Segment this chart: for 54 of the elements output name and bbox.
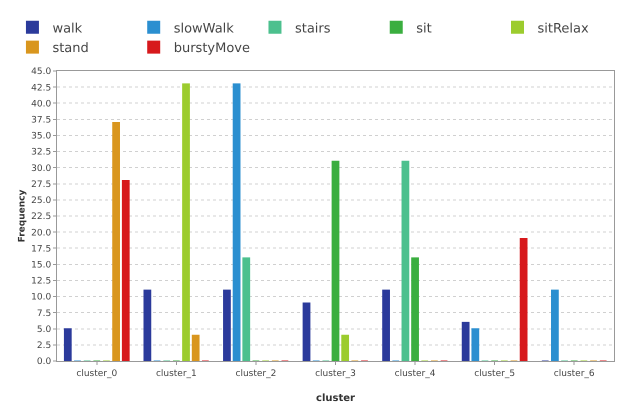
y-tick-label: 27.5 (31, 180, 52, 190)
y-tick-label: 7.5 (36, 308, 52, 319)
y-tick-label: 12.5 (31, 276, 52, 287)
bar (332, 160, 340, 361)
bar (341, 334, 350, 361)
y-tick-label: 25.0 (31, 196, 52, 206)
bar (232, 83, 240, 361)
y-tick-label: 10.0 (31, 292, 52, 303)
x-axis-title: cluster (316, 393, 356, 404)
legend-label: slowWalk (174, 21, 234, 36)
bar (242, 257, 250, 361)
bar (223, 290, 231, 361)
y-tick-label: 15.0 (31, 260, 52, 270)
y-tick-label: 30.0 (31, 164, 52, 174)
x-tick-label: cluster_4 (394, 368, 436, 379)
legend-label: walk (52, 21, 83, 36)
x-tick-label: cluster_3 (315, 368, 356, 379)
x-tick-label: cluster_6 (554, 368, 595, 379)
bar (382, 290, 390, 361)
legend-label: burstyMove (174, 41, 250, 56)
y-tick-label: 17.5 (31, 244, 52, 254)
x-tick-label: cluster_5 (474, 368, 516, 379)
y-tick-label: 40.0 (31, 99, 52, 110)
bar (122, 180, 130, 361)
x-tick-label: cluster_1 (156, 368, 197, 379)
bar (192, 334, 200, 361)
bar (143, 290, 152, 361)
y-tick-label: 42.5 (31, 83, 52, 94)
bar (462, 322, 470, 361)
bar (64, 328, 72, 361)
y-tick-label: 32.5 (31, 148, 52, 158)
bar (112, 122, 120, 361)
y-tick-label: 45.0 (31, 67, 52, 78)
y-tick-label: 0.0 (36, 357, 52, 368)
y-tick-label: 2.5 (36, 341, 52, 352)
legend-label: stand (52, 41, 89, 56)
y-tick-label: 5.0 (36, 324, 52, 335)
legend-label: sitRelax (538, 21, 590, 36)
legend-label: sit (416, 21, 432, 36)
bar (182, 83, 190, 361)
x-tick-label: cluster_2 (236, 368, 276, 379)
bar (302, 302, 310, 361)
bar (411, 257, 419, 361)
y-axis-title: Frequency (18, 190, 28, 242)
bar (551, 290, 559, 361)
y-tick-label: 22.5 (31, 212, 52, 222)
y-tick-label: 37.5 (31, 115, 52, 126)
bar (402, 160, 410, 361)
y-tick-label: 20.0 (31, 228, 52, 238)
x-tick-label: cluster_0 (76, 368, 118, 379)
legend-label: stairs (294, 21, 331, 36)
bar (471, 328, 480, 361)
y-tick-label: 35.0 (31, 132, 52, 142)
bar (520, 238, 528, 361)
